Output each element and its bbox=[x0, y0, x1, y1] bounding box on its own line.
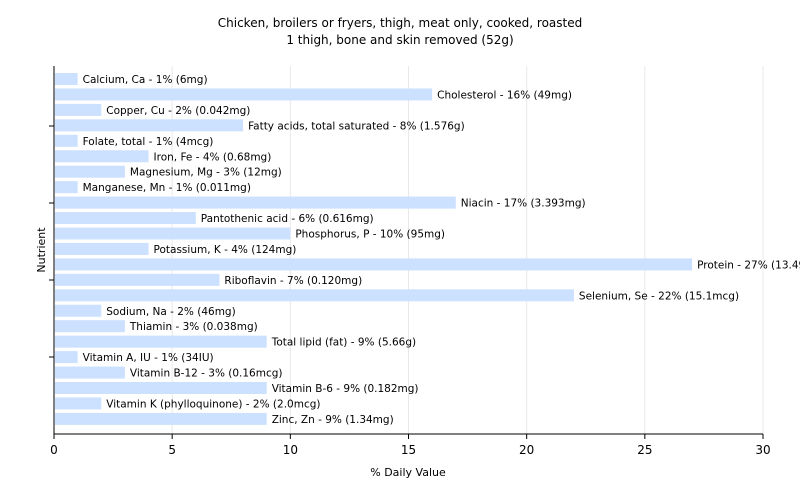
bar-label: Riboflavin - 7% (0.120mg) bbox=[224, 275, 362, 287]
bar-label: Copper, Cu - 2% (0.042mg) bbox=[106, 105, 250, 117]
bar bbox=[55, 397, 102, 410]
bar-label: Phosphorus, P - 10% (95mg) bbox=[295, 229, 445, 241]
bar-label: Pantothenic acid - 6% (0.616mg) bbox=[201, 213, 374, 225]
bar-label: Niacin - 17% (3.393mg) bbox=[461, 198, 586, 210]
y-axis-label: Nutrient bbox=[35, 227, 48, 273]
x-tick-label: 30 bbox=[755, 443, 770, 457]
bar bbox=[55, 366, 125, 379]
bar bbox=[55, 242, 149, 255]
bar-label: Total lipid (fat) - 9% (5.66g) bbox=[271, 337, 416, 349]
bar bbox=[55, 335, 267, 348]
bar bbox=[55, 181, 78, 194]
bar-label: Cholesterol - 16% (49mg) bbox=[437, 89, 572, 101]
bar-label: Vitamin B-12 - 3% (0.16mcg) bbox=[130, 368, 283, 380]
bar bbox=[55, 412, 267, 425]
bar-label: Zinc, Zn - 9% (1.34mg) bbox=[272, 414, 394, 426]
bars: Calcium, Ca - 1% (6mg) Cholesterol - 16% … bbox=[55, 73, 800, 426]
bar-label: Potassium, K - 4% (124mg) bbox=[154, 244, 297, 256]
bar bbox=[55, 273, 220, 286]
bar-label: Selenium, Se - 22% (15.1mcg) bbox=[579, 290, 739, 302]
bar-label: Sodium, Na - 2% (46mg) bbox=[106, 306, 235, 318]
bar bbox=[55, 289, 574, 302]
bar bbox=[55, 134, 78, 147]
x-tick-label: 20 bbox=[519, 443, 534, 457]
bar bbox=[55, 196, 456, 209]
x-tick-label: 25 bbox=[637, 443, 652, 457]
x-tick-label: 10 bbox=[283, 443, 298, 457]
bar-label: Manganese, Mn - 1% (0.011mg) bbox=[83, 182, 251, 194]
bar-label: Iron, Fe - 4% (0.68mg) bbox=[154, 151, 272, 163]
bar-label: Calcium, Ca - 1% (6mg) bbox=[83, 74, 208, 86]
bar bbox=[55, 382, 267, 394]
gridlines bbox=[171, 66, 764, 434]
bar-label: Thiamin - 3% (0.038mg) bbox=[129, 321, 258, 333]
bar bbox=[55, 227, 291, 240]
bar bbox=[55, 119, 244, 132]
bar bbox=[55, 150, 149, 163]
x-tick-label: 0 bbox=[50, 443, 58, 457]
bar-label: Magnesium, Mg - 3% (12mg) bbox=[130, 167, 282, 179]
bar-label: Vitamin K (phylloquinone) - 2% (2.0mcg) bbox=[106, 398, 320, 410]
bar-label: Folate, total - 1% (4mcg) bbox=[83, 136, 214, 148]
bar bbox=[55, 165, 125, 178]
bar bbox=[55, 73, 78, 85]
chart-title: Chicken, broilers or fryers, thigh, meat… bbox=[218, 16, 583, 30]
bar bbox=[55, 304, 102, 317]
bar-label: Vitamin A, IU - 1% (34IU) bbox=[83, 352, 214, 364]
bar bbox=[55, 212, 196, 225]
x-axis-label: % Daily Value bbox=[370, 466, 446, 479]
bar-label: Fatty acids, total saturated - 8% (1.576… bbox=[248, 120, 465, 132]
bar bbox=[55, 258, 693, 271]
x-tick-label: 15 bbox=[401, 443, 416, 457]
bar-label: Protein - 27% (13.49g) bbox=[697, 259, 800, 271]
bar-label: Vitamin B-6 - 9% (0.182mg) bbox=[272, 383, 419, 395]
bar bbox=[55, 103, 102, 116]
x-ticks: 0 5 10 15 20 25 30 bbox=[49, 125, 771, 457]
x-tick-label: 5 bbox=[168, 443, 176, 457]
bar bbox=[55, 88, 433, 101]
chart-subtitle: 1 thigh, bone and skin removed (52g) bbox=[286, 33, 513, 47]
bar bbox=[55, 351, 78, 364]
bar bbox=[55, 320, 125, 333]
